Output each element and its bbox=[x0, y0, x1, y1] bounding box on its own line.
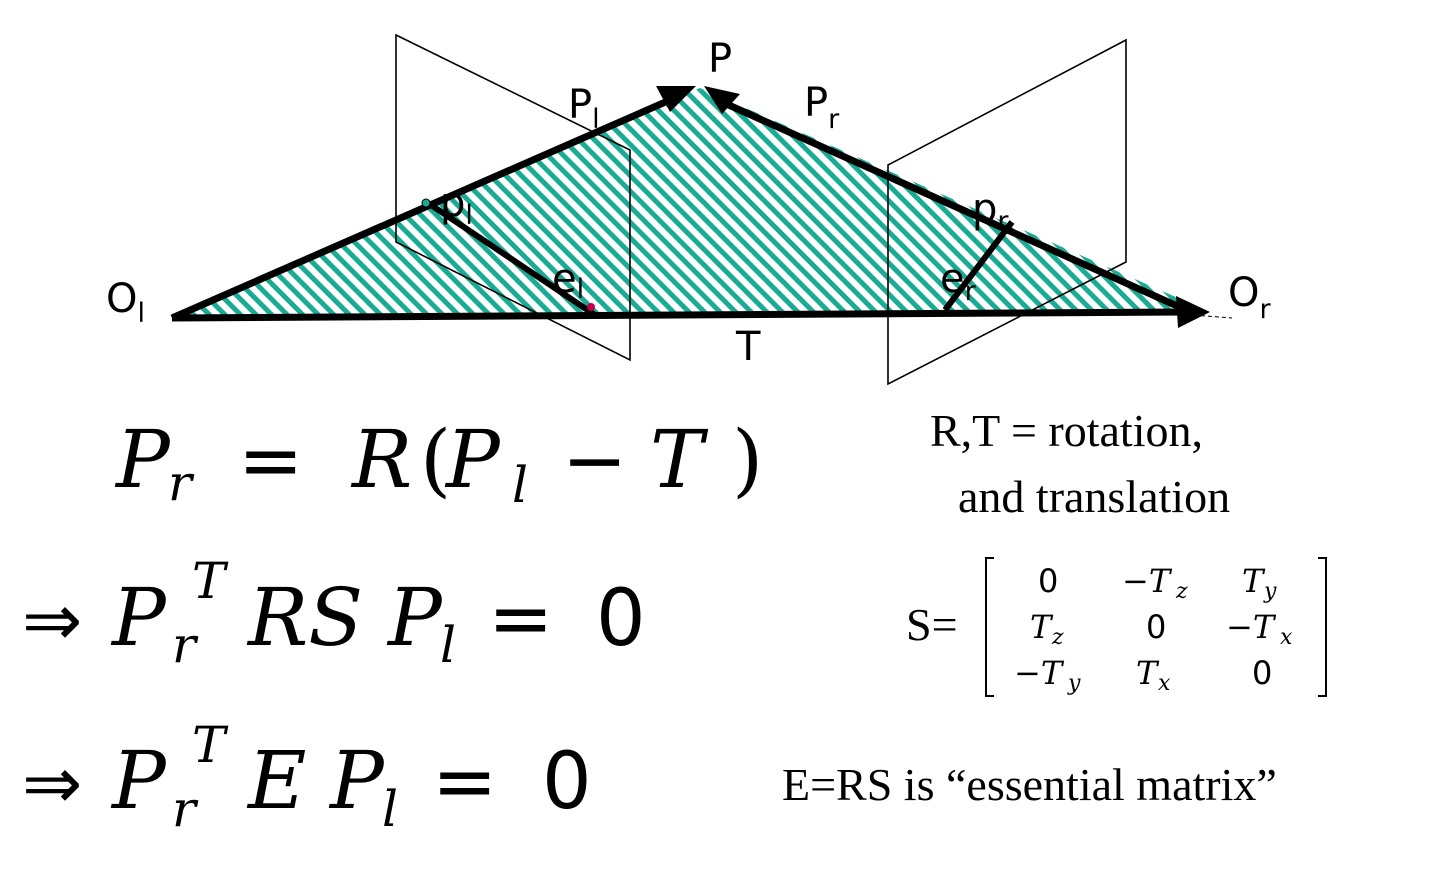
svg-text:T: T bbox=[1136, 654, 1160, 692]
svg-text:r: r bbox=[168, 454, 195, 512]
svg-text:l: l bbox=[512, 456, 528, 514]
svg-text:P: P bbox=[328, 734, 385, 827]
label-T: T bbox=[735, 324, 761, 370]
svg-text:l: l bbox=[440, 616, 456, 674]
label-er: er bbox=[940, 256, 977, 307]
left-epipolar-line bbox=[426, 200, 597, 318]
rt-note-line1: R,T = rotation, bbox=[930, 405, 1203, 456]
equation-3: ⇒ P T r E P l = 0 bbox=[22, 716, 592, 838]
svg-text:⇒: ⇒ bbox=[22, 741, 82, 825]
svg-text:=: = bbox=[488, 574, 553, 664]
svg-text:P: P bbox=[444, 413, 501, 506]
s-label: S= bbox=[906, 599, 958, 650]
right-epipolar-line bbox=[942, 220, 1015, 312]
svg-text:⇒: ⇒ bbox=[22, 578, 82, 662]
arrowhead-Pl bbox=[656, 86, 696, 112]
svg-text:y: y bbox=[1067, 671, 1081, 696]
label-Or: Or bbox=[1228, 270, 1271, 325]
equation-1: P r = R ( P l − T ) bbox=[114, 413, 763, 514]
label-el: el bbox=[552, 256, 584, 305]
svg-text:l: l bbox=[382, 780, 398, 838]
svg-text:=: = bbox=[432, 737, 497, 827]
svg-text:0: 0 bbox=[1038, 562, 1058, 600]
svg-text:r: r bbox=[172, 616, 199, 674]
label-Ol: Ol bbox=[106, 276, 145, 329]
essential-matrix-note: E=RS is “essential matrix” bbox=[782, 759, 1277, 810]
svg-text:0: 0 bbox=[542, 737, 592, 827]
arrowhead-Pr bbox=[704, 86, 740, 114]
svg-text:−T: −T bbox=[1226, 608, 1277, 646]
svg-text:T: T bbox=[192, 716, 229, 774]
svg-text:P: P bbox=[110, 571, 167, 664]
s-matrix: S= 0 −T z T y T z 0 −T x −T y T x 0 bbox=[906, 557, 1327, 697]
svg-text:z: z bbox=[1175, 579, 1188, 604]
label-P: P bbox=[708, 36, 732, 82]
epipolar-plane bbox=[172, 88, 1210, 318]
svg-text:P: P bbox=[386, 571, 443, 664]
svg-text:x: x bbox=[1280, 625, 1293, 650]
svg-text:): ) bbox=[732, 413, 763, 506]
svg-text:−T: −T bbox=[1122, 562, 1173, 600]
left-bracket bbox=[985, 557, 994, 697]
svg-text:−T: −T bbox=[1014, 654, 1065, 692]
svg-text:T: T bbox=[650, 413, 709, 506]
svg-text:−: − bbox=[562, 416, 627, 506]
svg-text:=: = bbox=[238, 416, 303, 506]
left-image-plane bbox=[395, 33, 631, 362]
svg-text:r: r bbox=[172, 780, 199, 838]
label-Pl: Pl bbox=[568, 82, 600, 135]
svg-text:T: T bbox=[1030, 608, 1054, 646]
svg-text:P: P bbox=[114, 413, 171, 506]
svg-text:0: 0 bbox=[1146, 608, 1166, 646]
ray-Pl bbox=[170, 96, 672, 322]
svg-text:0: 0 bbox=[1252, 654, 1272, 692]
svg-text:RS: RS bbox=[246, 571, 363, 664]
label-pl: pl bbox=[440, 180, 473, 231]
svg-text:P: P bbox=[110, 734, 167, 827]
epipole-el-dot bbox=[587, 303, 595, 311]
svg-text:z: z bbox=[1051, 625, 1064, 650]
arrowhead-T bbox=[1176, 296, 1210, 328]
svg-text:x: x bbox=[1158, 671, 1171, 696]
baseline-T bbox=[171, 308, 1187, 322]
rt-note-line2: and translation bbox=[958, 471, 1230, 522]
svg-text:T: T bbox=[1242, 562, 1266, 600]
right-bracket bbox=[1318, 557, 1327, 697]
point-pl-dot bbox=[421, 198, 431, 208]
svg-text:0: 0 bbox=[596, 574, 646, 664]
equation-2: ⇒ P T r RS P l = 0 bbox=[22, 552, 646, 674]
svg-text:(: ( bbox=[420, 413, 451, 506]
label-pr: pr bbox=[972, 186, 1009, 237]
svg-text:R: R bbox=[350, 413, 412, 506]
ray-Pr bbox=[720, 98, 1188, 314]
label-Pr: Pr bbox=[804, 80, 840, 135]
svg-text:T: T bbox=[192, 552, 229, 610]
svg-text:E: E bbox=[246, 734, 306, 827]
svg-text:y: y bbox=[1263, 579, 1277, 604]
